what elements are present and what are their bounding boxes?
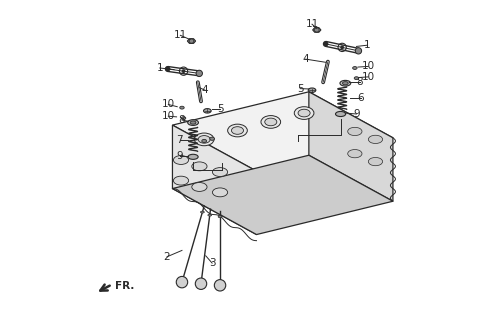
Text: 10: 10 bbox=[362, 61, 375, 71]
Ellipse shape bbox=[335, 111, 346, 116]
Text: 5: 5 bbox=[297, 84, 304, 94]
Text: 10: 10 bbox=[162, 100, 175, 109]
Polygon shape bbox=[172, 92, 393, 171]
Text: 10: 10 bbox=[362, 72, 375, 82]
Ellipse shape bbox=[261, 116, 281, 128]
Ellipse shape bbox=[212, 168, 228, 177]
Ellipse shape bbox=[348, 127, 362, 136]
Text: FR.: FR. bbox=[116, 281, 135, 291]
Circle shape bbox=[214, 280, 226, 291]
Ellipse shape bbox=[192, 162, 207, 171]
Ellipse shape bbox=[173, 176, 189, 185]
Text: 9: 9 bbox=[353, 109, 360, 119]
Circle shape bbox=[195, 278, 206, 289]
Text: 11: 11 bbox=[305, 19, 319, 29]
Ellipse shape bbox=[228, 124, 247, 137]
Text: 2: 2 bbox=[164, 252, 170, 262]
Text: 11: 11 bbox=[174, 30, 187, 40]
Ellipse shape bbox=[180, 106, 184, 109]
Polygon shape bbox=[309, 92, 393, 201]
Ellipse shape bbox=[208, 214, 211, 216]
Ellipse shape bbox=[298, 109, 310, 117]
Ellipse shape bbox=[308, 88, 316, 92]
Ellipse shape bbox=[204, 108, 211, 113]
Polygon shape bbox=[172, 125, 256, 235]
Circle shape bbox=[196, 70, 203, 76]
Ellipse shape bbox=[340, 80, 351, 86]
Ellipse shape bbox=[194, 133, 214, 146]
Ellipse shape bbox=[188, 120, 199, 125]
Ellipse shape bbox=[210, 137, 214, 140]
Text: 5: 5 bbox=[217, 104, 223, 114]
Circle shape bbox=[340, 45, 344, 49]
Text: 8: 8 bbox=[179, 115, 185, 125]
Circle shape bbox=[355, 48, 362, 54]
Ellipse shape bbox=[173, 156, 189, 164]
Ellipse shape bbox=[369, 157, 383, 166]
Ellipse shape bbox=[265, 118, 277, 126]
Ellipse shape bbox=[218, 216, 222, 218]
Ellipse shape bbox=[353, 67, 357, 69]
Text: 3: 3 bbox=[209, 258, 215, 268]
Polygon shape bbox=[313, 28, 321, 32]
Ellipse shape bbox=[369, 135, 383, 143]
Ellipse shape bbox=[202, 140, 206, 142]
Ellipse shape bbox=[348, 149, 362, 158]
Ellipse shape bbox=[198, 136, 210, 143]
Ellipse shape bbox=[188, 154, 198, 159]
Text: 8: 8 bbox=[357, 77, 363, 87]
Text: 4: 4 bbox=[202, 85, 208, 95]
Text: 7: 7 bbox=[176, 135, 183, 145]
Ellipse shape bbox=[232, 127, 244, 134]
Text: 10: 10 bbox=[162, 111, 175, 121]
Text: 1: 1 bbox=[157, 63, 163, 73]
Ellipse shape bbox=[354, 77, 359, 80]
Ellipse shape bbox=[192, 182, 207, 191]
Polygon shape bbox=[172, 155, 393, 235]
Ellipse shape bbox=[342, 82, 348, 85]
Ellipse shape bbox=[181, 117, 186, 120]
Polygon shape bbox=[187, 39, 196, 44]
Circle shape bbox=[176, 276, 188, 288]
Text: 9: 9 bbox=[176, 151, 183, 161]
Circle shape bbox=[182, 69, 185, 73]
Text: 4: 4 bbox=[302, 54, 309, 64]
Text: 1: 1 bbox=[364, 40, 371, 50]
Ellipse shape bbox=[201, 211, 205, 213]
Circle shape bbox=[165, 67, 170, 71]
Text: 6: 6 bbox=[357, 93, 364, 103]
Ellipse shape bbox=[190, 121, 196, 124]
Circle shape bbox=[324, 41, 329, 46]
Ellipse shape bbox=[212, 188, 228, 197]
Ellipse shape bbox=[294, 107, 314, 119]
